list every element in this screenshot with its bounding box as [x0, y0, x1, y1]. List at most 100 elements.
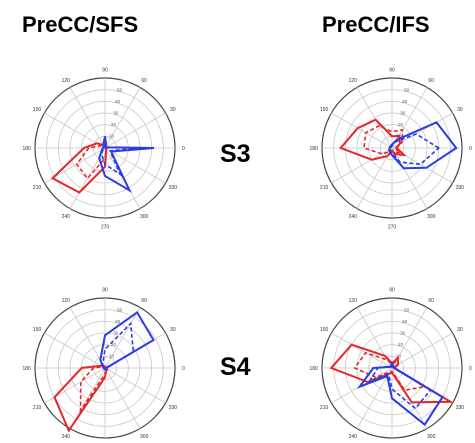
series-red-dashed [353, 351, 427, 392]
grid-spoke [331, 147, 393, 184]
grid-spoke [331, 332, 393, 369]
grid-spoke [391, 87, 428, 149]
angle-tick-label: 30 [457, 107, 463, 113]
grid-spoke [391, 147, 428, 209]
radial-tick-label: 10 [396, 354, 402, 359]
row-label-bottom: S4 [220, 353, 251, 381]
polar-chart-s3-ifs: 0306090120150180210240270300330102030405… [309, 68, 472, 231]
grid-spoke [104, 367, 166, 404]
angle-tick-label: 30 [170, 327, 176, 333]
grid-spoke [104, 307, 141, 369]
angle-tick-label: 210 [320, 405, 329, 411]
angle-tick-label: 300 [140, 214, 149, 220]
series-blue-dashed [388, 133, 441, 166]
grid-spoke [104, 87, 141, 149]
angle-tick-label: 300 [427, 434, 436, 440]
radial-tick-label: 20 [111, 342, 117, 347]
radial-tick-label: 40 [115, 99, 121, 104]
series-blue-solid [387, 121, 458, 170]
angle-tick-label: 240 [62, 434, 71, 440]
radial-tick-label: 10 [109, 134, 115, 139]
radial-tick-label: 10 [109, 354, 115, 359]
column-title-right: PreCC/IFS [322, 12, 430, 37]
angle-tick-label: 180 [309, 146, 318, 152]
angle-tick-label: 240 [62, 214, 71, 220]
row-label-top: S3 [220, 140, 251, 168]
series-blue-dashed [101, 321, 135, 371]
angle-tick-label: 210 [33, 405, 42, 411]
angle-tick-label: 330 [456, 185, 465, 191]
angle-tick-label: 180 [309, 366, 318, 372]
radial-tick-label: 50 [404, 308, 410, 313]
series-blue-dashed [367, 362, 432, 410]
angle-tick-label: 270 [101, 224, 110, 230]
angle-tick-label: 330 [456, 405, 465, 411]
angle-tick-label: 210 [33, 185, 42, 191]
angle-tick-label: 300 [427, 214, 436, 220]
angle-tick-label: 330 [169, 185, 178, 191]
radial-tick-label: 30 [400, 111, 406, 116]
angle-tick-label: 180 [22, 366, 31, 372]
series-red-dashed [363, 124, 404, 155]
radial-tick-label: 40 [402, 99, 408, 104]
angle-tick-label: 60 [141, 78, 147, 84]
grid-spoke [69, 307, 106, 369]
column-title-left: PreCC/SFS [22, 12, 139, 37]
angle-tick-label: 240 [349, 214, 358, 220]
angle-tick-label: 270 [388, 224, 397, 230]
series-red-dashed [79, 365, 108, 414]
angle-tick-label: 90 [389, 68, 395, 74]
grid-spoke [104, 367, 141, 429]
angle-tick-label: 150 [320, 107, 329, 113]
angle-tick-label: 120 [349, 298, 358, 304]
grid-spoke [104, 147, 166, 184]
angle-tick-label: 180 [22, 146, 31, 152]
radial-tick-label: 20 [398, 342, 404, 347]
angle-tick-label: 210 [320, 185, 329, 191]
series-red-solid [329, 343, 455, 404]
polar-chart-s3-sfs: 0 30 60 90 120 150 180 210 240 270 300 330 10 20 30 40 5… [22, 68, 185, 231]
radial-tick-label: 40 [402, 319, 408, 324]
polar-chart-s4-sfs: 0306090120150180210240270300330102030405… [22, 288, 185, 440]
radial-tick-label: 40 [115, 319, 121, 324]
radial-tick-label: 30 [400, 331, 406, 336]
angle-tick-label: 0 [469, 146, 472, 152]
series-red-solid [339, 118, 407, 161]
grid-spoke [44, 332, 106, 369]
radial-tick-label: 30 [113, 331, 119, 336]
angle-tick-label: 330 [169, 405, 178, 411]
grid-spoke [356, 87, 393, 149]
angle-tick-label: 90 [102, 288, 108, 294]
angle-tick-label: 240 [349, 434, 358, 440]
radial-tick-label: 30 [113, 111, 119, 116]
angle-tick-label: 0 [469, 366, 472, 372]
angle-tick-label: 90 [389, 288, 395, 294]
radial-tick-label: 20 [398, 122, 404, 127]
grid-spoke [331, 112, 393, 149]
grid-spoke [391, 332, 453, 369]
angle-tick-label: 30 [457, 327, 463, 333]
grid-spoke [356, 147, 393, 209]
angle-tick-label: 60 [428, 298, 434, 304]
angle-tick-label: 150 [320, 327, 329, 333]
angle-tick-label: 150 [33, 107, 42, 113]
angle-tick-label: 150 [33, 327, 42, 333]
radial-tick-label: 20 [111, 122, 117, 127]
angle-tick-label: 60 [428, 78, 434, 84]
grid-spoke [44, 367, 106, 404]
radial-tick-label: 50 [117, 88, 123, 93]
angle-tick-label: 120 [62, 298, 71, 304]
angle-tick-label: 0 [182, 366, 185, 372]
angle-tick-label: 120 [62, 78, 71, 84]
angle-tick-label: 120 [349, 78, 358, 84]
series-blue-dashed [100, 143, 141, 177]
angle-tick-label: 90 [102, 68, 108, 74]
angle-tick-label: 0 [182, 146, 185, 152]
polar-chart-s4-ifs: 0306090120150180210240270300330102030405… [309, 288, 472, 440]
angle-tick-label: 60 [141, 298, 147, 304]
grid-spoke [356, 367, 393, 429]
grid-spoke [44, 112, 106, 149]
radial-tick-label: 50 [404, 88, 410, 93]
angle-tick-label: 300 [140, 434, 149, 440]
grid-spoke [104, 112, 166, 149]
